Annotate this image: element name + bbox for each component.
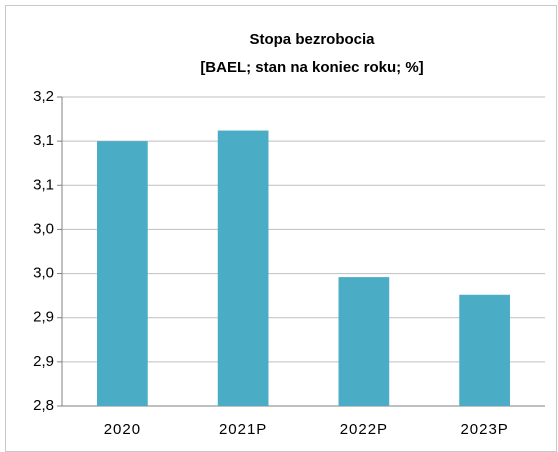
x-tick-label: 2022P [340, 421, 388, 438]
chart-title: Stopa bezrobocia [249, 31, 375, 48]
bar [459, 294, 510, 406]
y-tick-label: 3,1 [33, 132, 54, 149]
bar [217, 130, 269, 406]
x-tick-label: 2023P [460, 421, 508, 438]
y-tick-label: 3,1 [33, 176, 54, 193]
bar [97, 141, 148, 406]
y-tick-label: 3,0 [33, 265, 54, 282]
chart-subtitle: [BAEL; stan na koniec roku; %] [200, 59, 423, 76]
y-tick-label: 2,9 [33, 309, 54, 326]
y-tick-label: 3,2 [33, 88, 54, 105]
bar [338, 277, 390, 406]
y-tick-label: 3,0 [33, 220, 54, 237]
y-tick-label: 2,9 [33, 353, 54, 370]
y-tick-label: 2,8 [33, 397, 54, 414]
x-tick-label: 2020 [104, 421, 141, 438]
x-tick-label: 2021P [219, 421, 267, 438]
